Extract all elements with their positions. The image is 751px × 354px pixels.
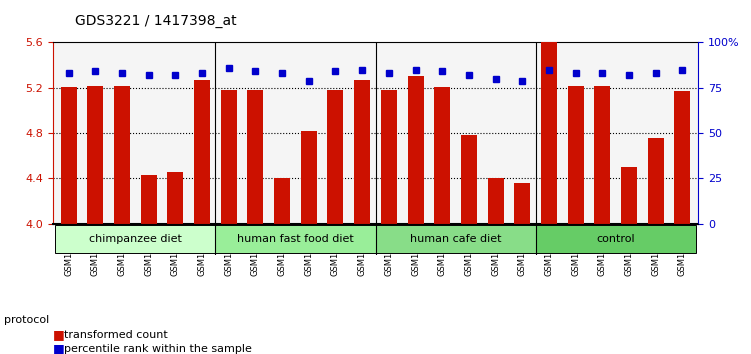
Bar (221, 90, 237, 224)
FancyBboxPatch shape (56, 225, 216, 253)
Bar (327, 90, 343, 224)
FancyBboxPatch shape (216, 225, 376, 253)
Bar (594, 86, 611, 224)
Bar (167, 172, 183, 224)
Text: protocol: protocol (4, 315, 49, 325)
Bar (674, 91, 690, 224)
Bar (541, 42, 557, 224)
Bar (247, 90, 264, 224)
Text: GDS3221 / 1417398_at: GDS3221 / 1417398_at (75, 14, 237, 28)
Bar (87, 86, 104, 224)
Bar (647, 138, 664, 224)
Bar (61, 87, 77, 224)
Bar (140, 175, 157, 224)
Text: human fast food diet: human fast food diet (237, 234, 354, 244)
Text: ■: ■ (53, 342, 65, 354)
Bar (274, 178, 290, 224)
Bar (114, 86, 130, 224)
Text: control: control (596, 234, 635, 244)
Bar (408, 76, 424, 224)
Bar (461, 135, 477, 224)
Text: percentile rank within the sample: percentile rank within the sample (64, 344, 252, 354)
Bar (194, 80, 210, 224)
Text: transformed count: transformed count (64, 330, 167, 339)
Bar (621, 167, 637, 224)
FancyBboxPatch shape (535, 225, 695, 253)
Bar (354, 80, 370, 224)
Text: chimpanzee diet: chimpanzee diet (89, 234, 182, 244)
Bar (568, 86, 584, 224)
Bar (381, 90, 397, 224)
Text: human cafe diet: human cafe diet (410, 234, 502, 244)
Bar (487, 178, 504, 224)
Bar (434, 87, 451, 224)
Bar (300, 131, 317, 224)
Text: ■: ■ (53, 328, 65, 341)
FancyBboxPatch shape (376, 225, 535, 253)
Bar (514, 183, 530, 224)
